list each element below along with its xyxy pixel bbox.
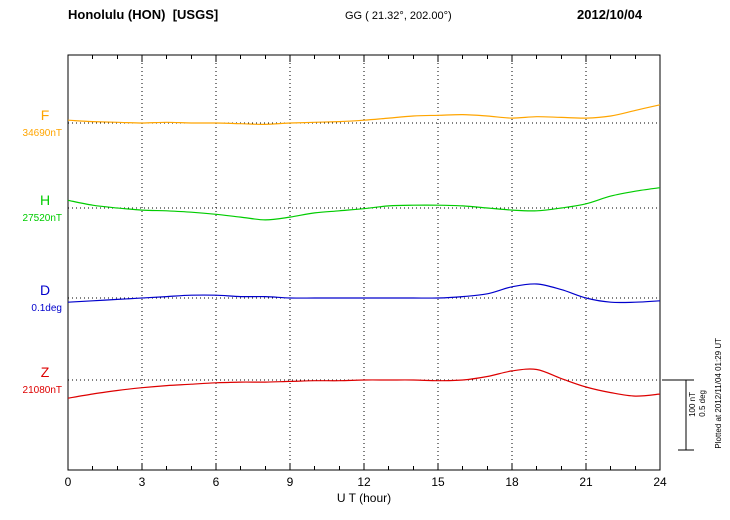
series-label-H: H bbox=[39, 192, 51, 208]
x-tick-label-18: 18 bbox=[505, 475, 519, 489]
plot-date: 2012/10/04 bbox=[577, 7, 643, 22]
x-axis-label: U T (hour) bbox=[336, 491, 392, 505]
series-label-D: D bbox=[39, 282, 51, 298]
series-baseline-Z: 21080nT bbox=[22, 385, 62, 396]
trace-F bbox=[67, 104, 661, 126]
x-tick-label-21: 21 bbox=[579, 475, 593, 489]
series-baseline-F: 34690nT bbox=[22, 128, 62, 139]
trace-H bbox=[67, 187, 661, 221]
x-tick-label-0: 0 bbox=[64, 475, 72, 489]
x-tick-label-9: 9 bbox=[286, 475, 294, 489]
plot-timestamp: Plotted at 2012/11/04 01:29 UT bbox=[714, 338, 723, 449]
series-baseline-H: 27520nT bbox=[22, 213, 62, 224]
x-tick-label-3: 3 bbox=[138, 475, 146, 489]
x-tick-label-12: 12 bbox=[357, 475, 371, 489]
x-tick-label-15: 15 bbox=[431, 475, 445, 489]
geo-coordinates: GG ( 21.32°, 202.00°) bbox=[345, 10, 452, 22]
series-label-Z: Z bbox=[40, 364, 50, 380]
trace-D bbox=[67, 283, 661, 304]
series-baseline-D: 0.1deg bbox=[31, 303, 62, 314]
x-tick-label-6: 6 bbox=[212, 475, 220, 489]
scale-label-nt: 100 nT bbox=[688, 392, 697, 417]
trace-Z bbox=[67, 368, 661, 399]
x-tick-label-24: 24 bbox=[653, 475, 667, 489]
series-label-F: F bbox=[40, 107, 50, 123]
station-title: Honolulu (HON) [USGS] bbox=[68, 7, 219, 22]
scale-label-deg: 0.5 deg bbox=[698, 390, 707, 417]
